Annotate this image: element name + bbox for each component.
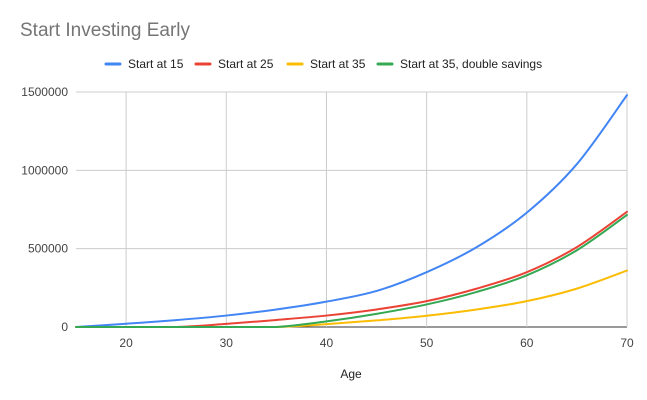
x-tick-label: 40 — [320, 336, 334, 350]
x-tick-label: 60 — [520, 336, 534, 350]
axes: 0 500000 1000000 1500000 20 30 40 50 60 70 — [21, 85, 634, 350]
x-tick-label: 20 — [119, 336, 133, 350]
legend-label: Start at 15 — [128, 57, 184, 71]
x-tick-label: 30 — [220, 336, 234, 350]
legend: Start at 15 Start at 25 Start at 35 Start a… — [104, 57, 542, 71]
x-tick-label: 50 — [420, 336, 434, 350]
legend-label: Start at 25 — [218, 57, 274, 71]
y-tick-label: 0 — [61, 320, 68, 334]
chart-title: Start Investing Early — [20, 20, 191, 41]
series-line-4 — [75, 213, 628, 328]
series-lines — [75, 94, 628, 328]
legend-label: Start at 35, double savings — [400, 57, 542, 71]
y-tick-label: 500000 — [28, 242, 68, 256]
y-tick-label: 1000000 — [21, 163, 68, 177]
legend-label: Start at 35 — [310, 57, 366, 71]
y-tick-label: 1500000 — [21, 85, 68, 99]
series-line-1 — [75, 94, 628, 328]
grid — [76, 91, 628, 328]
series-line-2 — [75, 210, 628, 328]
x-tick-label: 70 — [620, 336, 634, 350]
x-axis-label: Age — [340, 367, 362, 381]
